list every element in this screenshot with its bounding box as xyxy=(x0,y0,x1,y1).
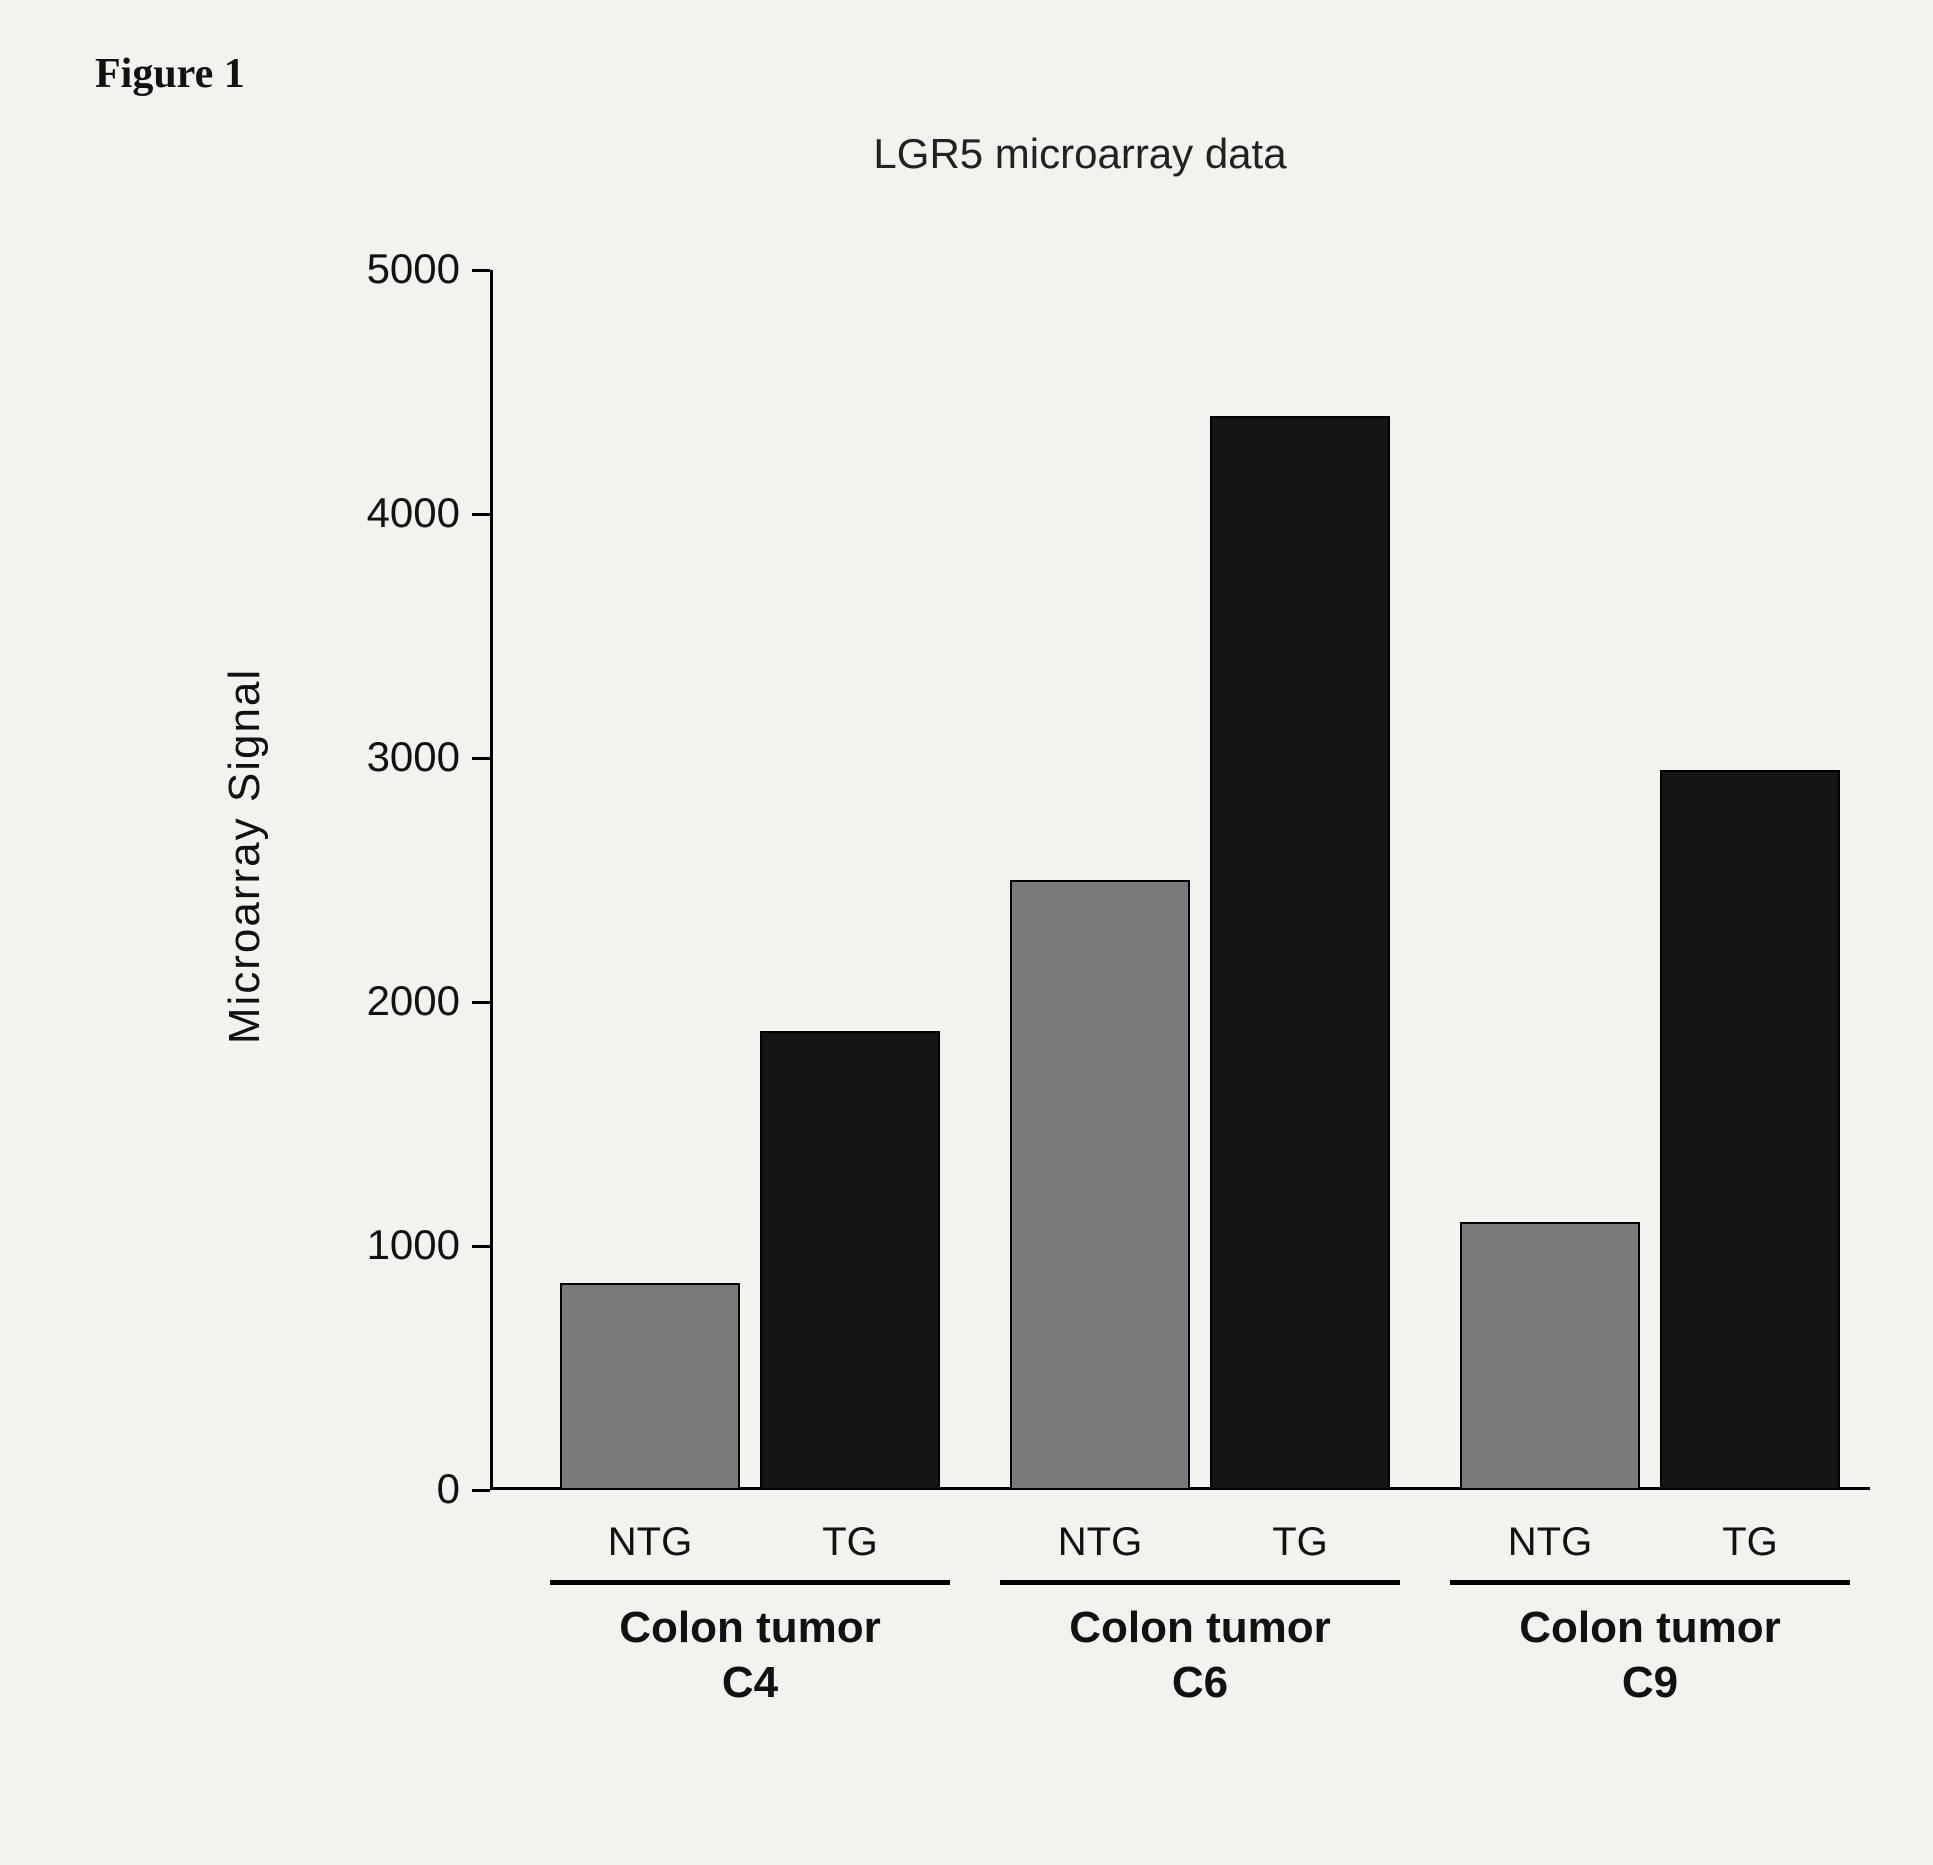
bar xyxy=(1010,880,1190,1490)
bar xyxy=(560,1283,740,1490)
ytick-mark xyxy=(472,1245,490,1248)
ytick-label: 4000 xyxy=(290,489,460,537)
page-root: Figure 1 LGR5 microarray data Microarray… xyxy=(0,0,1933,1865)
x-sub-label: NTG xyxy=(1010,1520,1190,1565)
x-group-label: Colon tumorC4 xyxy=(510,1600,990,1710)
bar xyxy=(1460,1222,1640,1490)
chart-wrap: Microarray Signal 0 1000 2000 3000 4000 5000 N… xyxy=(60,40,1880,1820)
ytick-mark xyxy=(472,513,490,516)
ytick-label: 2000 xyxy=(290,977,460,1025)
x-sub-label: NTG xyxy=(1460,1520,1640,1565)
x-group-label: Colon tumorC6 xyxy=(960,1600,1440,1710)
ytick-mark xyxy=(472,269,490,272)
x-sub-label: TG xyxy=(760,1520,940,1565)
bar xyxy=(1210,416,1390,1490)
x-sub-label: NTG xyxy=(560,1520,740,1565)
y-axis-label: Microarray Signal xyxy=(220,490,270,1222)
group-underline xyxy=(1450,1580,1850,1585)
bar xyxy=(1660,770,1840,1490)
x-sub-label: TG xyxy=(1210,1520,1390,1565)
ytick-label: 3000 xyxy=(290,733,460,781)
x-sub-label: TG xyxy=(1660,1520,1840,1565)
x-group-label: Colon tumorC9 xyxy=(1410,1600,1890,1710)
ytick-mark xyxy=(472,1489,490,1492)
ytick-mark xyxy=(472,1001,490,1004)
ytick-label: 5000 xyxy=(290,245,460,293)
ytick-label: 0 xyxy=(290,1465,460,1513)
group-underline xyxy=(550,1580,950,1585)
bar xyxy=(760,1031,940,1490)
ytick-mark xyxy=(472,757,490,760)
group-underline xyxy=(1000,1580,1400,1585)
ytick-label: 1000 xyxy=(290,1221,460,1269)
